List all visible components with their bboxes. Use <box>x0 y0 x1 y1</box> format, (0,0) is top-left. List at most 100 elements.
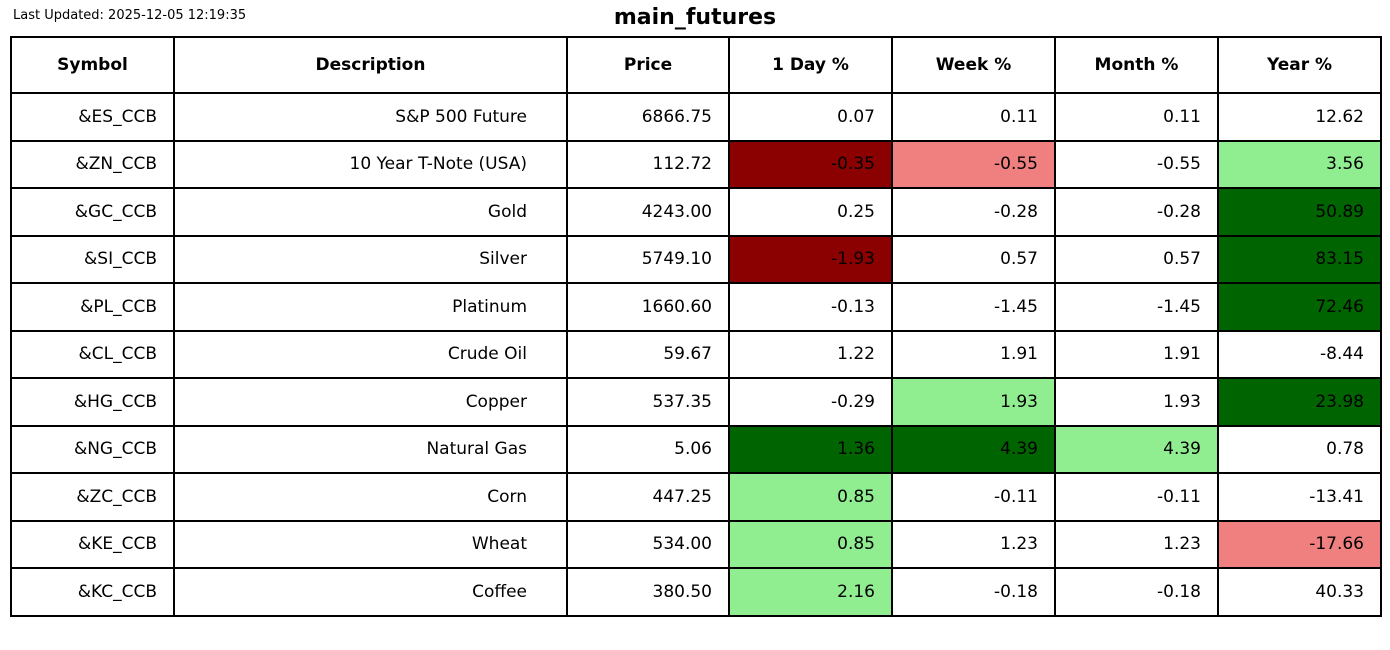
symbol-cell: &ZN_CCB <box>10 139 175 189</box>
day-pct-cell: 0.25 <box>728 187 893 237</box>
table-row: &CL_CCB Crude Oil 59.67 1.22 1.91 1.91 -8.44 <box>10 329 1382 379</box>
price-cell: 4243.00 <box>566 187 730 237</box>
week-pct-cell: -0.28 <box>891 187 1056 237</box>
table-row: &ZN_CCB 10 Year T-Note (USA) 112.72 -0.35 -0… <box>10 139 1382 189</box>
description-cell: Coffee <box>173 567 568 617</box>
symbol-cell: &CL_CCB <box>10 329 175 379</box>
symbol-cell: &SI_CCB <box>10 234 175 284</box>
table-body: &ES_CCB S&P 500 Future 6866.75 0.07 0.11 0.11… <box>10 92 1382 617</box>
symbol-cell: &KE_CCB <box>10 519 175 569</box>
description-cell: Corn <box>173 472 568 522</box>
description-cell: Wheat <box>173 519 568 569</box>
table-row: &NG_CCB Natural Gas 5.06 1.36 4.39 4.39 0.78 <box>10 424 1382 474</box>
week-pct-cell: 1.91 <box>891 329 1056 379</box>
symbol-cell: &HG_CCB <box>10 377 175 427</box>
day-pct-cell: 0.85 <box>728 519 893 569</box>
week-pct-cell: -0.55 <box>891 139 1056 189</box>
description-cell: Crude Oil <box>173 329 568 379</box>
symbol-cell: &KC_CCB <box>10 567 175 617</box>
symbol-cell: &ZC_CCB <box>10 472 175 522</box>
year-pct-cell: 83.15 <box>1217 234 1382 284</box>
day-pct-cell: 1.22 <box>728 329 893 379</box>
week-pct-cell: 0.57 <box>891 234 1056 284</box>
day-pct-cell: -0.29 <box>728 377 893 427</box>
price-cell: 5.06 <box>566 424 730 474</box>
month-pct-cell: 0.57 <box>1054 234 1219 284</box>
description-cell: 10 Year T-Note (USA) <box>173 139 568 189</box>
week-pct-cell: -0.11 <box>891 472 1056 522</box>
col-header-price: Price <box>566 36 730 94</box>
table-row: &HG_CCB Copper 537.35 -0.29 1.93 1.93 23.98 <box>10 377 1382 427</box>
price-cell: 447.25 <box>566 472 730 522</box>
description-cell: Platinum <box>173 282 568 332</box>
table-row: &GC_CCB Gold 4243.00 0.25 -0.28 -0.28 50.89 <box>10 187 1382 237</box>
price-cell: 59.67 <box>566 329 730 379</box>
last-updated-label: Last Updated: 2025-12-05 12:19:35 <box>13 8 247 23</box>
day-pct-cell: 0.07 <box>728 92 893 142</box>
table-header: Symbol Description Price 1 Day % Week % Month… <box>10 36 1382 94</box>
symbol-cell: &PL_CCB <box>10 282 175 332</box>
price-cell: 380.50 <box>566 567 730 617</box>
week-pct-cell: 1.93 <box>891 377 1056 427</box>
year-pct-cell: 40.33 <box>1217 567 1382 617</box>
year-pct-cell: 3.56 <box>1217 139 1382 189</box>
day-pct-cell: -1.93 <box>728 234 893 284</box>
week-pct-cell: 0.11 <box>891 92 1056 142</box>
month-pct-cell: 1.93 <box>1054 377 1219 427</box>
price-cell: 537.35 <box>566 377 730 427</box>
month-pct-cell: -0.18 <box>1054 567 1219 617</box>
col-header-1-day: 1 Day % <box>728 36 893 94</box>
month-pct-cell: -0.11 <box>1054 472 1219 522</box>
table-row: &ZC_CCB Corn 447.25 0.85 -0.11 -0.11 -13.41 <box>10 472 1382 522</box>
header-row: Symbol Description Price 1 Day % Week % Month… <box>10 36 1382 94</box>
month-pct-cell: 1.91 <box>1054 329 1219 379</box>
col-header-description: Description <box>173 36 568 94</box>
week-pct-cell: -0.18 <box>891 567 1056 617</box>
month-pct-cell: -0.28 <box>1054 187 1219 237</box>
year-pct-cell: 0.78 <box>1217 424 1382 474</box>
price-cell: 5749.10 <box>566 234 730 284</box>
description-cell: S&P 500 Future <box>173 92 568 142</box>
table-row: &KC_CCB Coffee 380.50 2.16 -0.18 -0.18 40.33 <box>10 567 1382 617</box>
page-title: main_futures <box>613 5 777 30</box>
description-cell: Gold <box>173 187 568 237</box>
symbol-cell: &NG_CCB <box>10 424 175 474</box>
day-pct-cell: -0.35 <box>728 139 893 189</box>
table-row: &SI_CCB Silver 5749.10 -1.93 0.57 0.57 83.15 <box>10 234 1382 284</box>
col-header-month: Month % <box>1054 36 1219 94</box>
month-pct-cell: -0.55 <box>1054 139 1219 189</box>
week-pct-cell: -1.45 <box>891 282 1056 332</box>
month-pct-cell: 0.11 <box>1054 92 1219 142</box>
col-header-week: Week % <box>891 36 1056 94</box>
price-cell: 534.00 <box>566 519 730 569</box>
day-pct-cell: 1.36 <box>728 424 893 474</box>
price-cell: 6866.75 <box>566 92 730 142</box>
day-pct-cell: 2.16 <box>728 567 893 617</box>
year-pct-cell: -13.41 <box>1217 472 1382 522</box>
year-pct-cell: 23.98 <box>1217 377 1382 427</box>
description-cell: Copper <box>173 377 568 427</box>
month-pct-cell: 1.23 <box>1054 519 1219 569</box>
col-header-year: Year % <box>1217 36 1382 94</box>
year-pct-cell: -17.66 <box>1217 519 1382 569</box>
table-row: &KE_CCB Wheat 534.00 0.85 1.23 1.23 -17.66 <box>10 519 1382 569</box>
day-pct-cell: -0.13 <box>728 282 893 332</box>
month-pct-cell: 4.39 <box>1054 424 1219 474</box>
week-pct-cell: 4.39 <box>891 424 1056 474</box>
col-header-symbol: Symbol <box>10 36 175 94</box>
symbol-cell: &GC_CCB <box>10 187 175 237</box>
symbol-cell: &ES_CCB <box>10 92 175 142</box>
price-cell: 1660.60 <box>566 282 730 332</box>
year-pct-cell: 72.46 <box>1217 282 1382 332</box>
year-pct-cell: 12.62 <box>1217 92 1382 142</box>
description-cell: Silver <box>173 234 568 284</box>
month-pct-cell: -1.45 <box>1054 282 1219 332</box>
futures-table: Symbol Description Price 1 Day % Week % Month… <box>10 36 1382 617</box>
price-cell: 112.72 <box>566 139 730 189</box>
year-pct-cell: 50.89 <box>1217 187 1382 237</box>
table-row: &PL_CCB Platinum 1660.60 -0.13 -1.45 -1.45 72.… <box>10 282 1382 332</box>
year-pct-cell: -8.44 <box>1217 329 1382 379</box>
week-pct-cell: 1.23 <box>891 519 1056 569</box>
table-row: &ES_CCB S&P 500 Future 6866.75 0.07 0.11 0.11… <box>10 92 1382 142</box>
day-pct-cell: 0.85 <box>728 472 893 522</box>
